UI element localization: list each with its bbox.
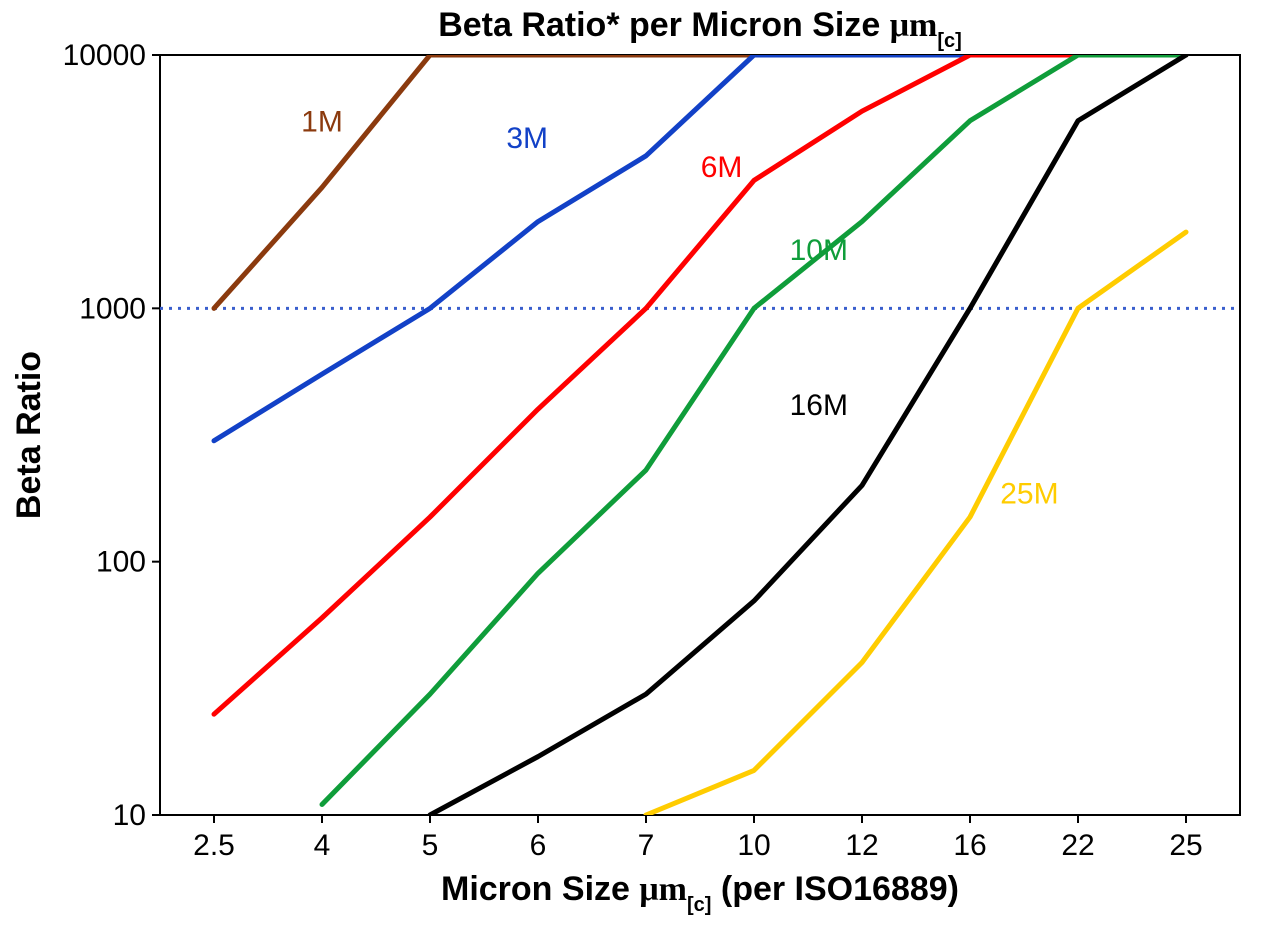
series-label-1M: 1M [301, 105, 343, 138]
y-tick-label: 10 [113, 799, 146, 832]
y-tick-label: 10000 [63, 39, 146, 72]
x-tick-label: 2.5 [193, 829, 235, 862]
x-axis-label: Micron Size μm[c] (per ISO16889) [441, 870, 959, 916]
x-tick-label: 10 [737, 829, 770, 862]
x-tick-label: 25 [1169, 829, 1202, 862]
x-tick-label: 22 [1061, 829, 1094, 862]
series-label-16M: 16M [790, 389, 848, 422]
beta-ratio-chart: 10 100 1000 10000 2.5 4 5 6 7 10 12 16 22 25 1M 3M 6M 10M… [0, 0, 1271, 930]
x-tick-label: 5 [422, 829, 439, 862]
x-tick-label: 6 [530, 829, 547, 862]
x-tick-label: 16 [953, 829, 986, 862]
y-tick-label: 100 [96, 546, 146, 579]
series-label-25M: 25M [1000, 477, 1058, 510]
y-tick-label: 1000 [79, 292, 146, 325]
y-axis-label: Beta Ratio [10, 351, 48, 519]
chart-title: Beta Ratio* per Micron Size μm[c] [438, 6, 962, 52]
series-label-10M: 10M [790, 234, 848, 267]
x-tick-label: 12 [845, 829, 878, 862]
series-label-6M: 6M [701, 151, 743, 184]
x-tick-label: 7 [638, 829, 655, 862]
x-tick-label: 4 [314, 829, 331, 862]
series-label-3M: 3M [506, 122, 548, 155]
